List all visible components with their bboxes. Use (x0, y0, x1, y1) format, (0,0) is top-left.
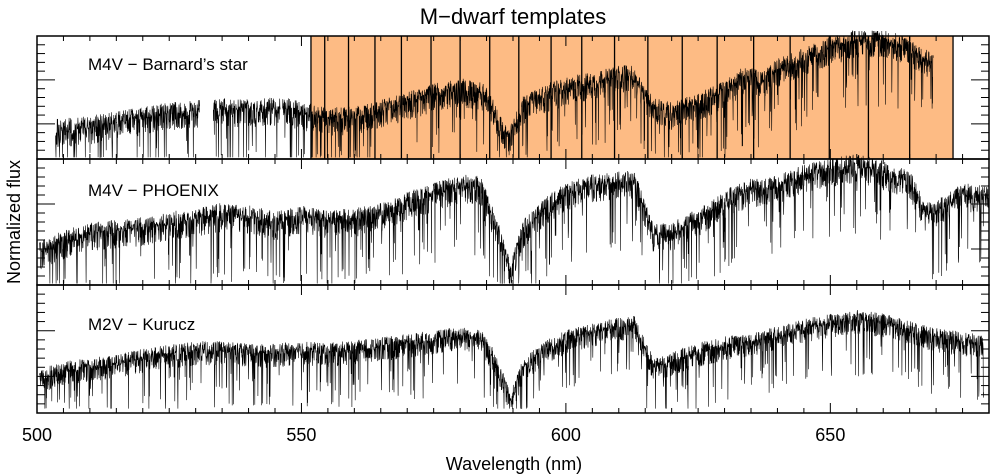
x-tick-label: 550 (286, 425, 316, 445)
x-tick-label: 600 (551, 425, 581, 445)
y-axis-label: Normalized flux (4, 160, 24, 284)
spectrum-series-2 (39, 309, 984, 409)
panel-label-0: M4V − Barnard’s star (88, 55, 248, 74)
panel-label-2: M2V − Kurucz (88, 315, 195, 334)
chart-title: M−dwarf templates (420, 4, 606, 29)
x-tick-label: 500 (22, 425, 52, 445)
panel-label-1: M4V − PHOENIX (88, 181, 219, 200)
x-tick-label: 650 (815, 425, 845, 445)
spectrum-series-0 (55, 30, 934, 158)
x-axis-label: Wavelength (nm) (446, 454, 582, 474)
spectrum-series-1 (39, 154, 990, 284)
plot-area: M4V − Barnard’s star M4V − PHOENIX M2V − K… (22, 30, 990, 445)
